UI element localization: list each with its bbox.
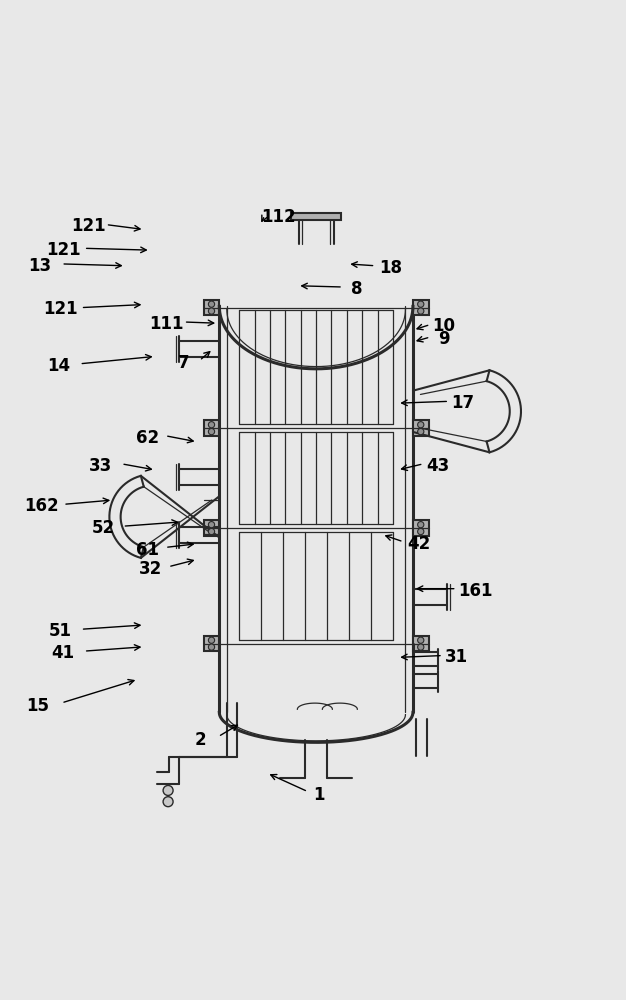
Text: 7: 7 [178, 354, 190, 372]
Text: 121: 121 [71, 217, 105, 235]
Bar [203, 300, 219, 315]
Circle shape [163, 797, 173, 807]
Circle shape [208, 428, 215, 435]
Text: 17: 17 [451, 394, 475, 412]
Text: 14: 14 [47, 357, 70, 375]
Circle shape [208, 644, 215, 650]
Bar [203, 420, 219, 436]
Circle shape [208, 308, 215, 314]
Circle shape [208, 637, 215, 643]
Circle shape [418, 644, 424, 650]
Text: 32: 32 [139, 560, 162, 578]
Bar [413, 520, 429, 536]
Text: 10: 10 [433, 317, 456, 335]
Circle shape [418, 422, 424, 428]
Text: 13: 13 [28, 257, 51, 275]
Text: 33: 33 [89, 457, 112, 475]
Bar [291, 213, 341, 220]
Text: 1: 1 [314, 786, 325, 804]
Circle shape [418, 522, 424, 528]
Text: 42: 42 [408, 535, 431, 553]
Text: 18: 18 [379, 259, 403, 277]
Text: 62: 62 [136, 429, 159, 447]
Circle shape [418, 528, 424, 535]
Bar [413, 636, 429, 651]
Text: 162: 162 [24, 497, 59, 515]
Bar [203, 636, 219, 651]
Circle shape [208, 522, 215, 528]
Text: 2: 2 [195, 731, 207, 749]
Text: 51: 51 [49, 622, 71, 640]
Text: 43: 43 [426, 457, 449, 475]
Text: 111: 111 [149, 315, 183, 333]
Circle shape [418, 301, 424, 307]
Circle shape [208, 422, 215, 428]
Text: 9: 9 [438, 330, 450, 348]
Text: 121: 121 [46, 241, 81, 259]
Bar [203, 520, 219, 536]
Circle shape [208, 528, 215, 535]
Text: 31: 31 [445, 648, 468, 666]
Bar [413, 420, 429, 436]
Circle shape [163, 785, 173, 795]
Circle shape [418, 428, 424, 435]
Bar [413, 300, 429, 315]
Text: 61: 61 [136, 541, 159, 559]
Text: 8: 8 [351, 280, 362, 298]
Text: 41: 41 [51, 644, 74, 662]
Circle shape [418, 637, 424, 643]
Text: 52: 52 [92, 519, 115, 537]
Text: 161: 161 [458, 582, 493, 600]
Text: 15: 15 [27, 697, 49, 715]
Text: 112: 112 [261, 208, 296, 226]
Text: 121: 121 [43, 300, 78, 318]
Circle shape [208, 301, 215, 307]
Circle shape [418, 308, 424, 314]
